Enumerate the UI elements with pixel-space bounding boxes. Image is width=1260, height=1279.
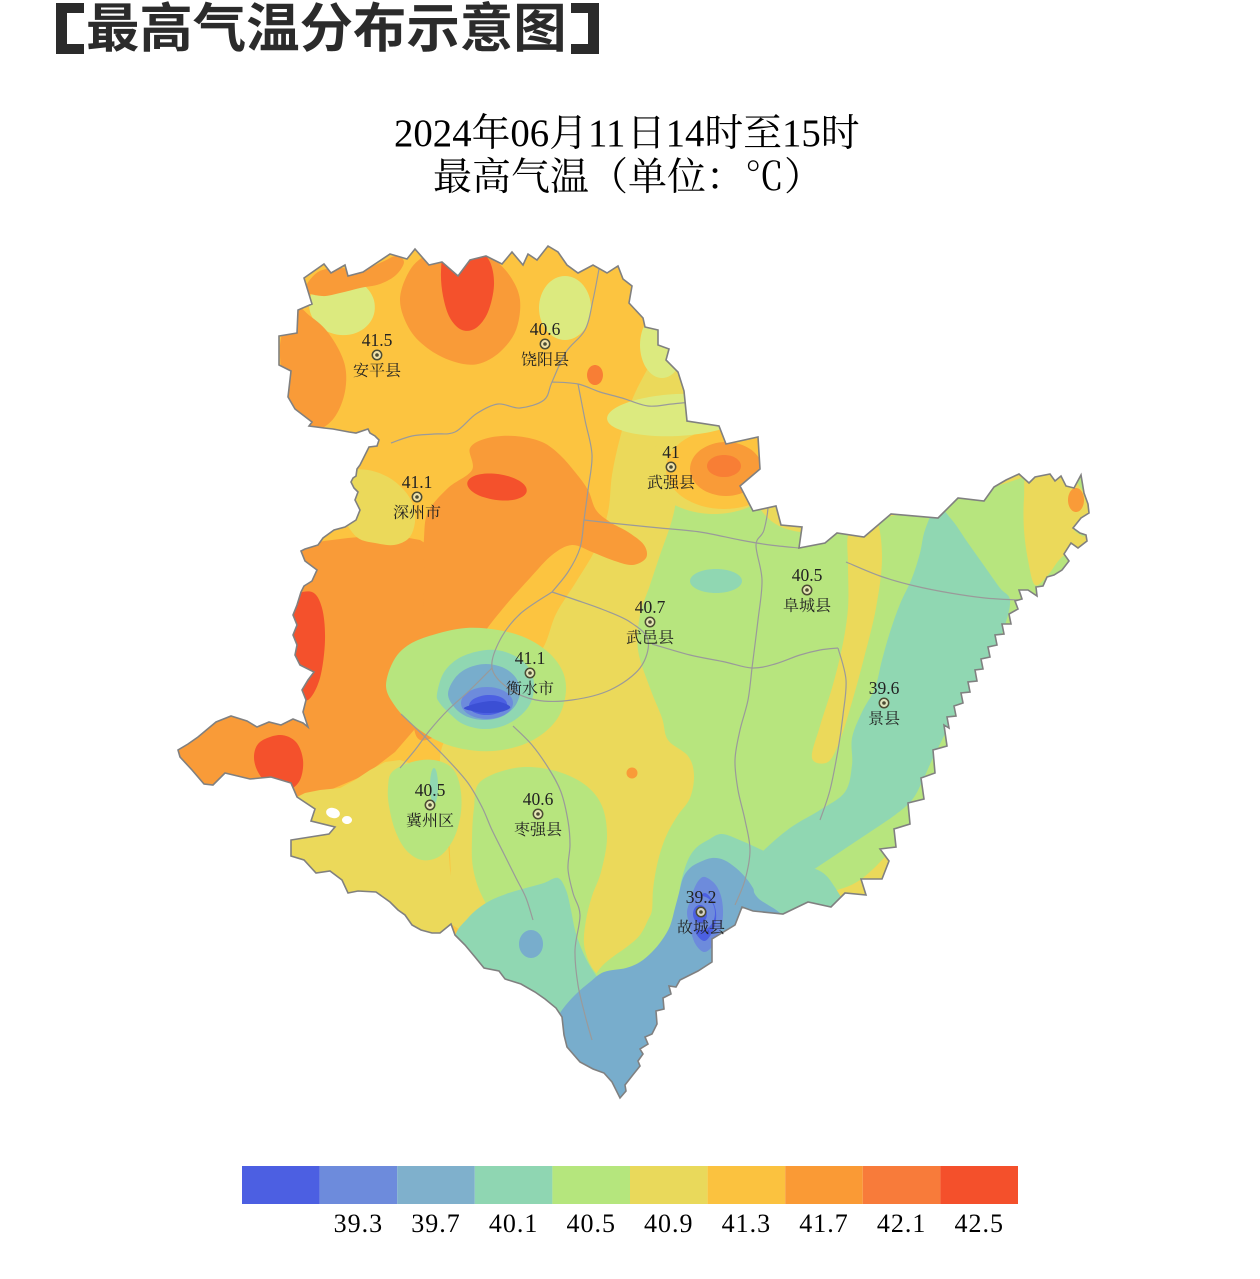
svg-text:41.5: 41.5 bbox=[362, 330, 393, 350]
svg-text:39.7: 39.7 bbox=[411, 1209, 461, 1238]
svg-text:06: 06 bbox=[510, 112, 549, 155]
svg-text:39.3: 39.3 bbox=[334, 1209, 384, 1238]
svg-text:40.5: 40.5 bbox=[415, 780, 446, 800]
svg-text:40.7: 40.7 bbox=[635, 597, 666, 617]
svg-text:39.2: 39.2 bbox=[686, 887, 717, 907]
svg-text:15: 15 bbox=[782, 112, 821, 155]
svg-text:40.5: 40.5 bbox=[566, 1209, 616, 1238]
svg-text:11: 11 bbox=[588, 112, 625, 155]
svg-text:2024: 2024 bbox=[394, 112, 472, 155]
svg-text:14: 14 bbox=[666, 112, 705, 155]
svg-text:41.1: 41.1 bbox=[515, 648, 546, 668]
svg-text:39.6: 39.6 bbox=[869, 678, 900, 698]
svg-text:40.5: 40.5 bbox=[792, 565, 823, 585]
svg-text:41.7: 41.7 bbox=[799, 1209, 849, 1238]
svg-text:40.1: 40.1 bbox=[489, 1209, 539, 1238]
svg-text:41: 41 bbox=[662, 442, 680, 462]
svg-text:41.3: 41.3 bbox=[722, 1209, 772, 1238]
svg-text:42.1: 42.1 bbox=[877, 1209, 927, 1238]
svg-text:41.1: 41.1 bbox=[402, 472, 433, 492]
svg-text:40.6: 40.6 bbox=[523, 789, 554, 809]
svg-text:40.9: 40.9 bbox=[644, 1209, 694, 1238]
svg-text:42.5: 42.5 bbox=[954, 1209, 1004, 1238]
svg-text:40.6: 40.6 bbox=[530, 319, 561, 339]
